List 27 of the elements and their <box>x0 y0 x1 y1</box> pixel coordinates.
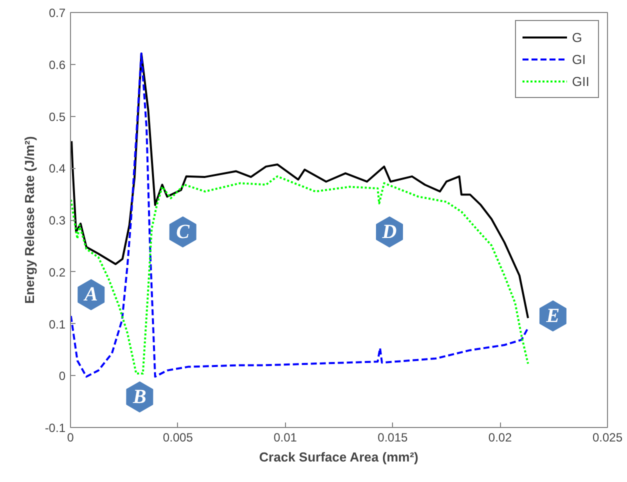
x-tick-label: 0.015 <box>378 430 408 444</box>
y-tick-label: 0.1 <box>48 317 66 332</box>
legend-label: G <box>572 30 584 44</box>
legend-label: GII <box>572 74 590 88</box>
y-axis-title: Energy Release Rate (J/m²) <box>22 136 37 304</box>
y-tick-label: 0.6 <box>48 58 66 72</box>
line-series <box>70 52 530 378</box>
annotation: A <box>82 284 98 306</box>
line-series <box>70 175 530 375</box>
y-tick-label: 0.7 <box>48 6 66 20</box>
legend-label: GI <box>572 52 587 66</box>
y-tick-label: -0.1 <box>44 421 66 435</box>
x-axis-title: Crack Surface Area (mm²) <box>259 450 418 464</box>
x-tick-label: 0.02 <box>488 430 512 444</box>
x-tick-label: 0.01 <box>274 430 298 444</box>
y-tick-label: 0.5 <box>48 110 66 124</box>
annotation: C <box>176 220 190 243</box>
annotation: B <box>132 386 146 408</box>
x-tick-label: 0.025 <box>592 430 623 444</box>
annotation: D <box>381 220 397 243</box>
y-tick-label: 0.3 <box>48 214 66 228</box>
y-tick-label: 0 <box>58 369 66 384</box>
y-tick-label: 0.4 <box>48 162 66 176</box>
y-tick-label: 0.2 <box>48 265 66 280</box>
x-tick-label: 0.005 <box>162 430 194 444</box>
x-tick-label: 0 <box>67 430 74 444</box>
annotation: E <box>545 304 560 327</box>
